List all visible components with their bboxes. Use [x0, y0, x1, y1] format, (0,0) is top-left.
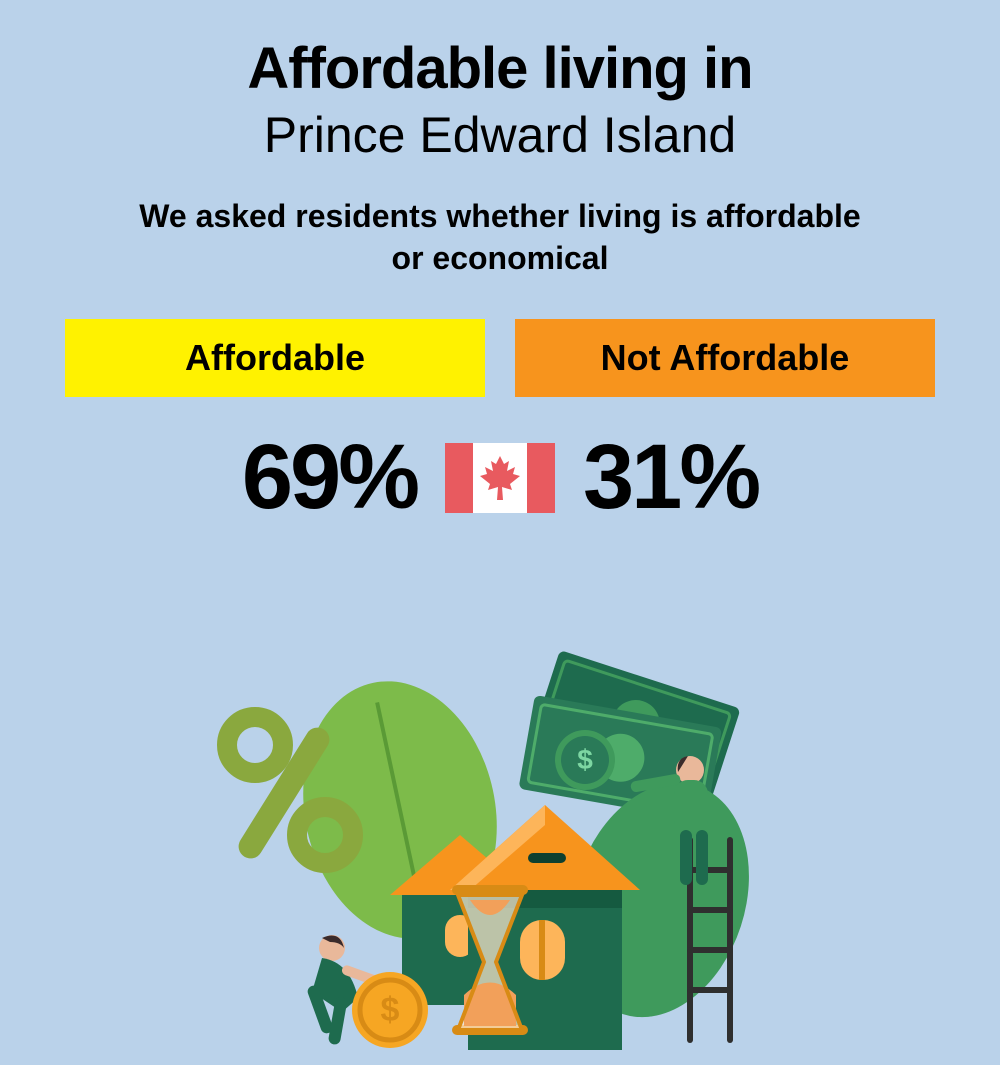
not-affordable-percent: 31% [583, 425, 758, 530]
option-affordable: Affordable [65, 319, 485, 397]
option-not-affordable-label: Not Affordable [515, 319, 935, 397]
option-not-affordable: Not Affordable [515, 319, 935, 397]
option-affordable-label: Affordable [65, 319, 485, 397]
svg-text:$: $ [381, 991, 400, 1029]
results-row: 69% 31% [0, 425, 1000, 530]
savings-illustration: $ [190, 640, 810, 1060]
coin-icon: $ [352, 972, 428, 1048]
affordable-percent: 69% [242, 425, 417, 530]
subtitle-text: We asked residents whether living is aff… [120, 196, 880, 279]
title-line-2: Prince Edward Island [0, 106, 1000, 164]
svg-text:$: $ [577, 744, 593, 775]
options-row: Affordable Not Affordable [0, 319, 1000, 397]
title-line-1: Affordable living in [0, 35, 1000, 102]
maple-leaf-icon [478, 454, 522, 502]
coin-icon: $ [555, 730, 615, 790]
canada-flag-icon [445, 443, 555, 513]
